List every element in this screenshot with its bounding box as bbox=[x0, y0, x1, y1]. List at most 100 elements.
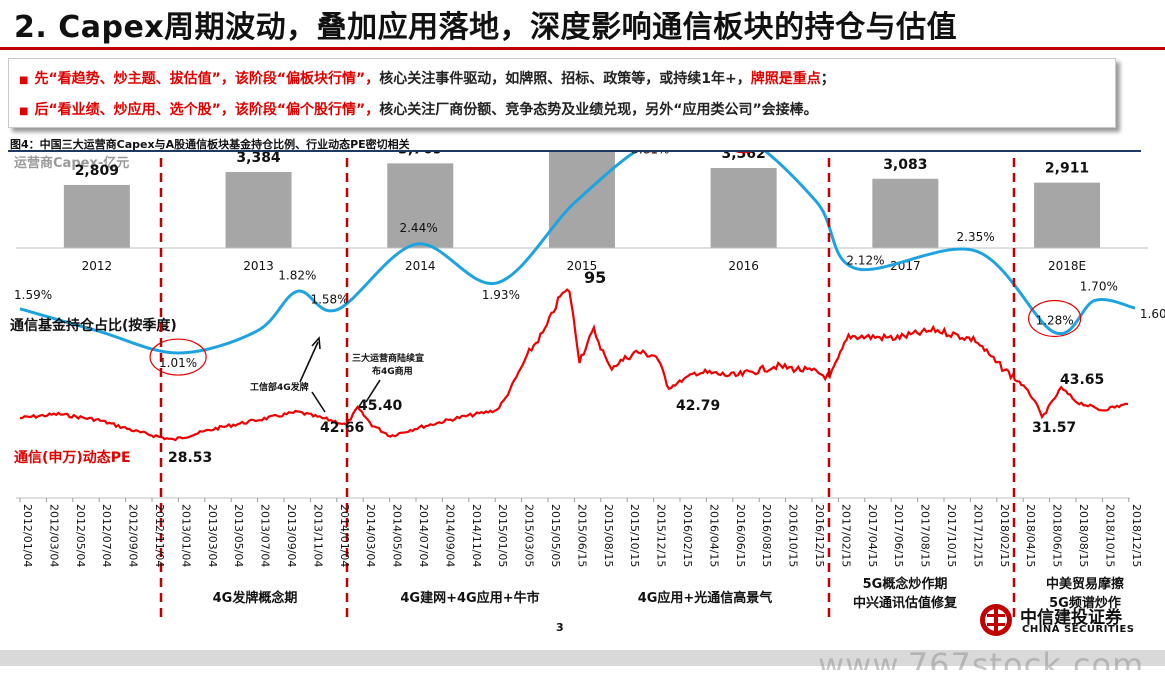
event-arrow-head bbox=[311, 336, 321, 350]
pe-value-label: 95 bbox=[584, 268, 606, 287]
event-note: 布4G商用 bbox=[371, 365, 413, 377]
slide-title: 2. Capex周期波动，叠加应用落地，深度影响通信板块的持仓与估值 bbox=[14, 10, 958, 45]
x-tick-label: 2013/03/04 bbox=[206, 504, 219, 567]
capex-bar bbox=[1034, 182, 1101, 248]
bullet-text-segment: 先“看趋势、炒主题、拔估值”，该阶段“偏板块行情”， bbox=[34, 71, 380, 87]
capex-value-label: 3,083 bbox=[883, 157, 927, 173]
period-label: 中兴通讯估值修复 bbox=[853, 595, 958, 611]
x-tick-label: 2014/07/04 bbox=[417, 504, 430, 567]
capex-axis-label: 运营商Capex-亿元 bbox=[14, 155, 129, 171]
x-tick-label: 2012/11/04 bbox=[153, 504, 166, 567]
x-tick-label: 2018/10/15 bbox=[1103, 504, 1116, 567]
bullet-box: ■ 先“看趋势、炒主题、拔估值”，该阶段“偏板块行情”，核心关注事件驱动，如牌照、… bbox=[8, 58, 1116, 128]
x-tick-label: 2014/03/04 bbox=[364, 504, 377, 567]
event-arrow bbox=[311, 391, 326, 413]
x-tick-label: 2012/07/04 bbox=[100, 504, 113, 567]
x-tick-label: 2013/09/04 bbox=[285, 504, 298, 567]
x-tick-label: 2016/06/15 bbox=[734, 504, 747, 567]
bullet-line-1: ■ 先“看趋势、炒主题、拔估值”，该阶段“偏板块行情”，核心关注事件驱动，如牌照、… bbox=[19, 68, 835, 88]
holding-point-label: 2.35% bbox=[957, 230, 995, 244]
highlight-circle bbox=[149, 338, 207, 376]
logo-chinese-name: 中信建投证券 bbox=[1020, 608, 1122, 628]
x-tick-label: 2015/05/05 bbox=[549, 504, 562, 567]
x-tick-label: 2018/06/15 bbox=[1051, 504, 1064, 567]
pe-value-label: 42.79 bbox=[676, 398, 720, 414]
event-arrow bbox=[365, 379, 381, 403]
pe-value-label: 43.65 bbox=[1060, 372, 1104, 388]
bullet-line-2: ■ 后“看业绩、炒应用、选个股”，该阶段“偏个股行情”，核心关注厂商份额、竞争态势… bbox=[19, 99, 818, 119]
holding-point-label: 1.70% bbox=[1080, 279, 1118, 293]
pe-value-label: 31.57 bbox=[1032, 420, 1076, 436]
bullet-text-segment: 核心关注厂商份额、竞争态势及业绩兑现，另外“应用类公司”会接棒。 bbox=[379, 102, 818, 118]
highlight-circle bbox=[735, 152, 753, 154]
x-tick-label: 2012/05/04 bbox=[74, 504, 87, 567]
x-tick-label: 2016/02/15 bbox=[681, 504, 694, 567]
x-tick-label: 2014/11/04 bbox=[470, 504, 483, 567]
x-tick-label: 2016/10/15 bbox=[787, 504, 800, 567]
pe-value-label: 28.53 bbox=[168, 450, 212, 466]
bullet-square-icon: ■ bbox=[19, 75, 29, 86]
pe-value-label: 42.66 bbox=[320, 420, 364, 436]
capex-category-label: 2013 bbox=[243, 259, 274, 273]
x-tick-label: 2014/05/04 bbox=[391, 504, 404, 567]
logo-mark-icon bbox=[980, 604, 1012, 636]
period-label: 5G频谱炒作 bbox=[1049, 595, 1121, 611]
event-note: 工信部4G发牌 bbox=[250, 381, 309, 393]
bullet-square-icon: ■ bbox=[19, 106, 29, 117]
period-label: 中美贸易摩擦 bbox=[1046, 576, 1124, 592]
capex-value-label: 2,809 bbox=[75, 163, 119, 179]
capex-bar bbox=[872, 178, 939, 248]
capex-bar bbox=[548, 152, 615, 248]
x-tick-label: 2017/08/15 bbox=[919, 504, 932, 567]
capex-category-label: 2014 bbox=[405, 259, 436, 273]
x-tick-label: 2017/06/15 bbox=[892, 504, 905, 567]
period-label: 4G建网+4G应用+牛市 bbox=[400, 590, 539, 606]
capex-bar bbox=[63, 184, 130, 248]
title-rule bbox=[0, 47, 1165, 50]
holding-point-label: 1.82% bbox=[278, 268, 316, 282]
capex-bar bbox=[387, 163, 454, 248]
next-slide-preview bbox=[0, 670, 1165, 694]
holding-point-label: 1.01% bbox=[159, 356, 197, 370]
x-tick-label: 2013/01/04 bbox=[179, 504, 192, 567]
holding-point-label: 1.28% bbox=[1036, 313, 1074, 327]
figure-caption: 图4：中国三大运营商Capex与A股通信板块基金持仓比例、行业动态PE密切相关 bbox=[10, 138, 410, 151]
holding-point-label: 1.59% bbox=[14, 288, 52, 302]
capex-bar bbox=[710, 168, 777, 248]
capex-value-label: 2,911 bbox=[1045, 161, 1089, 177]
capex-pe-holding-chart: 运营商Capex-亿元2,80920123,38420133,76920144,… bbox=[10, 152, 1165, 622]
capex-value-label: 3,769 bbox=[398, 152, 442, 157]
x-tick-label: 2017/10/15 bbox=[945, 504, 958, 567]
capex-category-label: 2016 bbox=[728, 259, 759, 273]
bullet-text-segment: 核心关注事件驱动，如牌照、招标、政策等，或持续1年+， bbox=[379, 71, 751, 87]
period-label: 5G概念炒作期 bbox=[863, 576, 948, 592]
x-tick-label: 2015/01/05 bbox=[496, 504, 509, 567]
bullet-text-segment: 牌照是重点 bbox=[750, 71, 821, 87]
highlight-circle bbox=[1028, 299, 1082, 338]
x-tick-label: 2018/08/15 bbox=[1077, 504, 1090, 567]
period-label: 4G发牌概念期 bbox=[213, 590, 298, 606]
x-tick-label: 2015/12/15 bbox=[655, 504, 668, 567]
period-label: 4G应用+光通信高景气 bbox=[638, 590, 773, 606]
fund-holding-series-label: 通信基金持仓占比(按季度) bbox=[10, 317, 177, 334]
x-tick-label: 2018/02/15 bbox=[998, 504, 1011, 567]
pe-series-label: 通信(申万)动态PE bbox=[14, 449, 131, 466]
page-number: 3 bbox=[556, 621, 564, 634]
x-tick-label: 2018/12/15 bbox=[1130, 504, 1143, 567]
bullet-text-segment: ； bbox=[820, 71, 835, 87]
x-tick-label: 2015/08/15 bbox=[602, 504, 615, 567]
x-tick-label: 2017/02/15 bbox=[839, 504, 852, 567]
bullet-text-segment: 后“看业绩、炒应用、选个股”，该阶段“偏个股行情”， bbox=[34, 102, 380, 118]
capex-category-label: 2018E bbox=[1048, 259, 1086, 273]
x-tick-label: 2013/05/04 bbox=[232, 504, 245, 567]
x-tick-label: 2016/08/15 bbox=[760, 504, 773, 567]
x-tick-label: 2015/03/05 bbox=[523, 504, 536, 567]
capex-bar bbox=[225, 172, 292, 248]
x-tick-label: 2012/03/04 bbox=[47, 504, 60, 567]
x-tick-label: 2016/04/15 bbox=[707, 504, 720, 567]
fund-holding-line bbox=[19, 152, 1136, 355]
holding-point-label: 3.81% bbox=[631, 152, 669, 157]
holding-point-label: 1.93% bbox=[482, 288, 520, 302]
x-tick-label: 2014/01/04 bbox=[338, 504, 351, 567]
event-arrow bbox=[299, 341, 319, 383]
